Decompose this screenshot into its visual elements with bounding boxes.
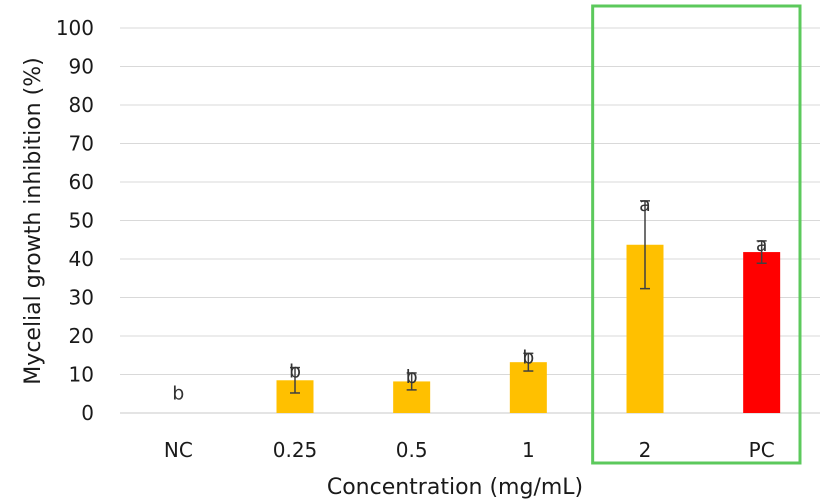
significance-letter-0.5: b bbox=[406, 366, 418, 388]
y-tick-label: 70 bbox=[69, 132, 94, 156]
y-tick-labels: 0 10 20 30 40 50 60 70 80 90 100 bbox=[56, 16, 94, 425]
bar-PC bbox=[743, 252, 781, 413]
x-tick-label: PC bbox=[749, 438, 775, 462]
significance-letter-NC: b bbox=[172, 382, 184, 404]
significance-letter-1: b bbox=[522, 346, 534, 368]
highlight-box bbox=[591, 4, 802, 465]
x-tick-label: 2 bbox=[639, 438, 652, 462]
y-tick-label: 90 bbox=[69, 55, 94, 79]
y-tick-label: 0 bbox=[81, 401, 94, 425]
y-tick-label: 60 bbox=[69, 170, 94, 194]
significance-letter-0.25: b bbox=[289, 361, 301, 383]
y-axis-title: Mycelial growth inhibition (%) bbox=[21, 57, 46, 384]
x-tick-label: 0.25 bbox=[273, 438, 318, 462]
y-tick-label: 20 bbox=[69, 324, 94, 348]
y-tick-label: 80 bbox=[69, 93, 94, 117]
significance-letter-2: a bbox=[639, 194, 651, 216]
gridlines bbox=[120, 27, 820, 414]
y-tick-label: 100 bbox=[56, 16, 94, 40]
y-tick-label: 30 bbox=[69, 286, 94, 310]
y-tick-label: 50 bbox=[69, 209, 94, 233]
significance-letter-PC: a bbox=[756, 234, 768, 256]
x-tick-labels: NC 0.25 0.5 1 2 PC bbox=[164, 438, 775, 462]
x-axis-title: Concentration (mg/mL) bbox=[327, 475, 583, 500]
bars bbox=[276, 244, 781, 413]
error-bars bbox=[290, 200, 767, 394]
significance-letters: b b b b a a bbox=[172, 194, 767, 405]
x-tick-label: 0.5 bbox=[396, 438, 428, 462]
y-tick-label: 40 bbox=[69, 247, 94, 271]
y-tick-label: 10 bbox=[69, 363, 94, 387]
x-tick-label: 1 bbox=[522, 438, 535, 462]
x-tick-label: NC bbox=[164, 438, 193, 462]
